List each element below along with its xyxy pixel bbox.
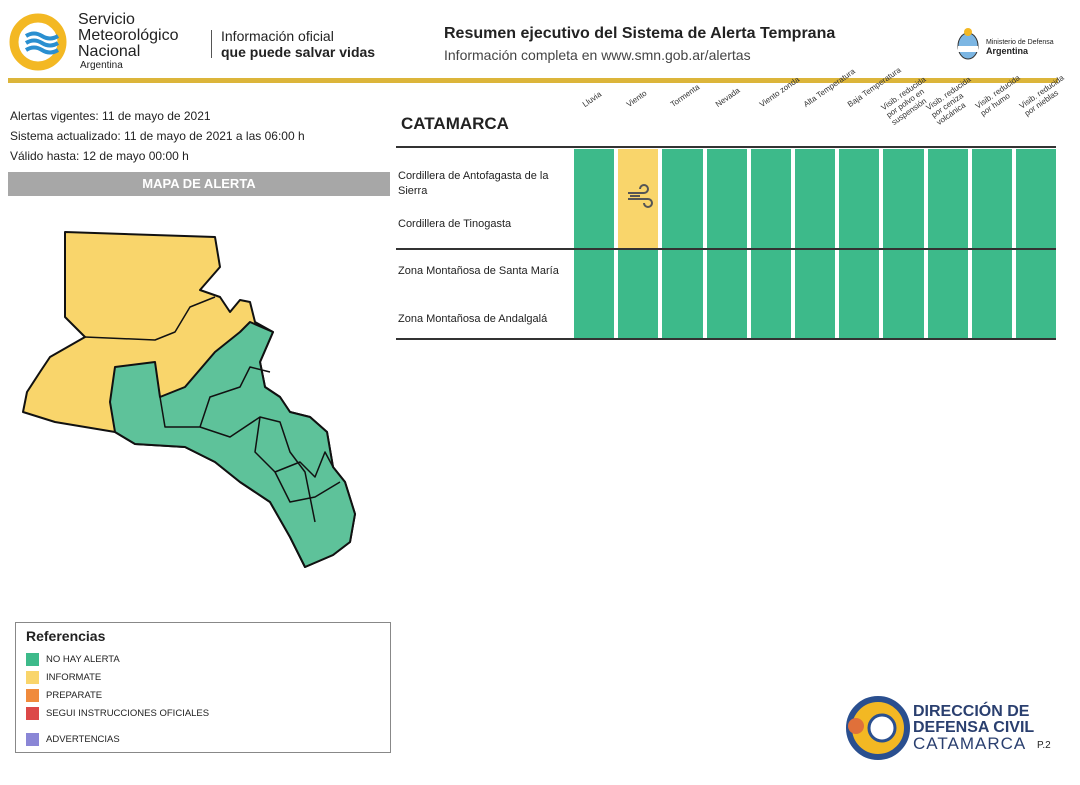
- alert-cell: [574, 250, 615, 338]
- legend-label: PREPARATE: [46, 690, 103, 701]
- alert-cell: [927, 149, 968, 248]
- page-number: P.2: [1037, 740, 1051, 751]
- alert-cell: [1016, 250, 1057, 338]
- legend-label: SEGUI INSTRUCCIONES OFICIALES: [46, 708, 210, 719]
- divider: [211, 30, 212, 58]
- table-rule: [396, 146, 1056, 148]
- ministry-name: Ministerio de Defensa: [986, 39, 1054, 46]
- map-title: MAPA DE ALERTA: [8, 172, 390, 196]
- tagline-2: que puede salvar vidas: [221, 44, 376, 60]
- legend-label: INFORMATE: [46, 672, 102, 683]
- legend-swatch: [26, 671, 39, 684]
- alert-cell: [795, 250, 836, 338]
- legend: Referencias NO HAY ALERTA INFORMATE PREPAR…: [15, 622, 391, 753]
- tagline: Información oficial que puede salvar vid…: [221, 28, 375, 60]
- zone-name: Zona Montañosa de Santa María: [398, 265, 559, 277]
- alert-cell: [574, 149, 615, 248]
- alert-cell: [883, 149, 924, 248]
- subtitle: Información completa en www.smn.gob.ar/a…: [444, 47, 751, 63]
- org-name: Servicio Meteorológico Nacional Argentin…: [78, 11, 179, 72]
- footer-line: DEFENSA CIVIL: [913, 719, 1035, 736]
- civil-defense-logo: [846, 696, 910, 760]
- ministry-country: Argentina: [986, 46, 1029, 56]
- table-rule: [396, 338, 1056, 340]
- alert-cell: [750, 250, 791, 338]
- alert-cell: [750, 149, 791, 248]
- alert-cell: [839, 149, 880, 248]
- alert-cell: [1016, 149, 1057, 248]
- map: [22, 231, 356, 568]
- legend-swatch: [26, 733, 39, 746]
- alert-cell: [971, 250, 1012, 338]
- info-line: Válido hasta: 12 de mayo 00:00 h: [10, 149, 189, 163]
- alert-cell: [927, 250, 968, 338]
- tagline-1: Información oficial: [221, 28, 334, 44]
- footer: DIRECCIÓN DE DEFENSA CIVIL CATAMARCA: [913, 703, 1035, 753]
- alert-cell: [706, 250, 747, 338]
- legend-title: Referencias: [26, 628, 106, 644]
- footer-line: CATAMARCA: [913, 734, 1027, 753]
- legend-label: ADVERTENCIAS: [46, 734, 120, 745]
- alert-cell: [883, 250, 924, 338]
- alert-cell: [662, 149, 703, 248]
- org-country: Argentina: [80, 60, 123, 71]
- alert-cell: [795, 149, 836, 248]
- alert-cell: [971, 149, 1012, 248]
- alert-cell: [662, 250, 703, 338]
- info: Alertas vigentes: 11 de mayo de 2021 Sis…: [10, 106, 305, 166]
- wind-icon: [628, 184, 654, 208]
- coat-of-arms: [957, 28, 979, 60]
- table-rule: [396, 248, 1056, 250]
- title: Resumen ejecutivo del Sistema de Alerta …: [444, 25, 836, 42]
- org-line: Meteorológico: [78, 27, 179, 44]
- zone-name: Cordillera de Antofagasta de la Sierra: [398, 170, 549, 197]
- zone-name: Cordillera de Tinogasta: [398, 218, 512, 230]
- region: CATAMARCA: [401, 114, 509, 133]
- legend-swatch: [26, 707, 39, 720]
- legend-swatch: [26, 653, 39, 666]
- org-line: Nacional: [78, 43, 141, 60]
- alert-cell: [618, 149, 659, 248]
- alert-cell: [706, 149, 747, 248]
- info-line: Alertas vigentes: 11 de mayo de 2021: [10, 109, 211, 123]
- zone-name: Zona Montañosa de Andalgalá: [398, 313, 548, 325]
- header-rule: [8, 78, 1058, 83]
- legend-swatch: [26, 689, 39, 702]
- footer-line: DIRECCIÓN DE: [913, 703, 1030, 720]
- legend-label: NO HAY ALERTA: [46, 654, 120, 665]
- smn-logo: [9, 13, 67, 71]
- org-line: Servicio: [78, 11, 135, 28]
- info-line: Sistema actualizado: 11 de mayo de 2021 …: [10, 129, 305, 143]
- ministry: Ministerio de Defensa Argentina: [986, 38, 1054, 56]
- alert-cell: [839, 250, 880, 338]
- alert-cell: [618, 250, 659, 338]
